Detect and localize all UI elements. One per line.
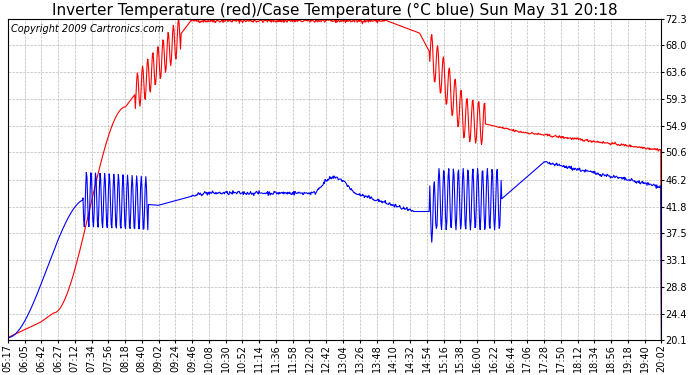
Title: Inverter Temperature (red)/Case Temperature (°C blue) Sun May 31 20:18: Inverter Temperature (red)/Case Temperat… xyxy=(52,3,618,18)
Text: Copyright 2009 Cartronics.com: Copyright 2009 Cartronics.com xyxy=(11,24,164,34)
